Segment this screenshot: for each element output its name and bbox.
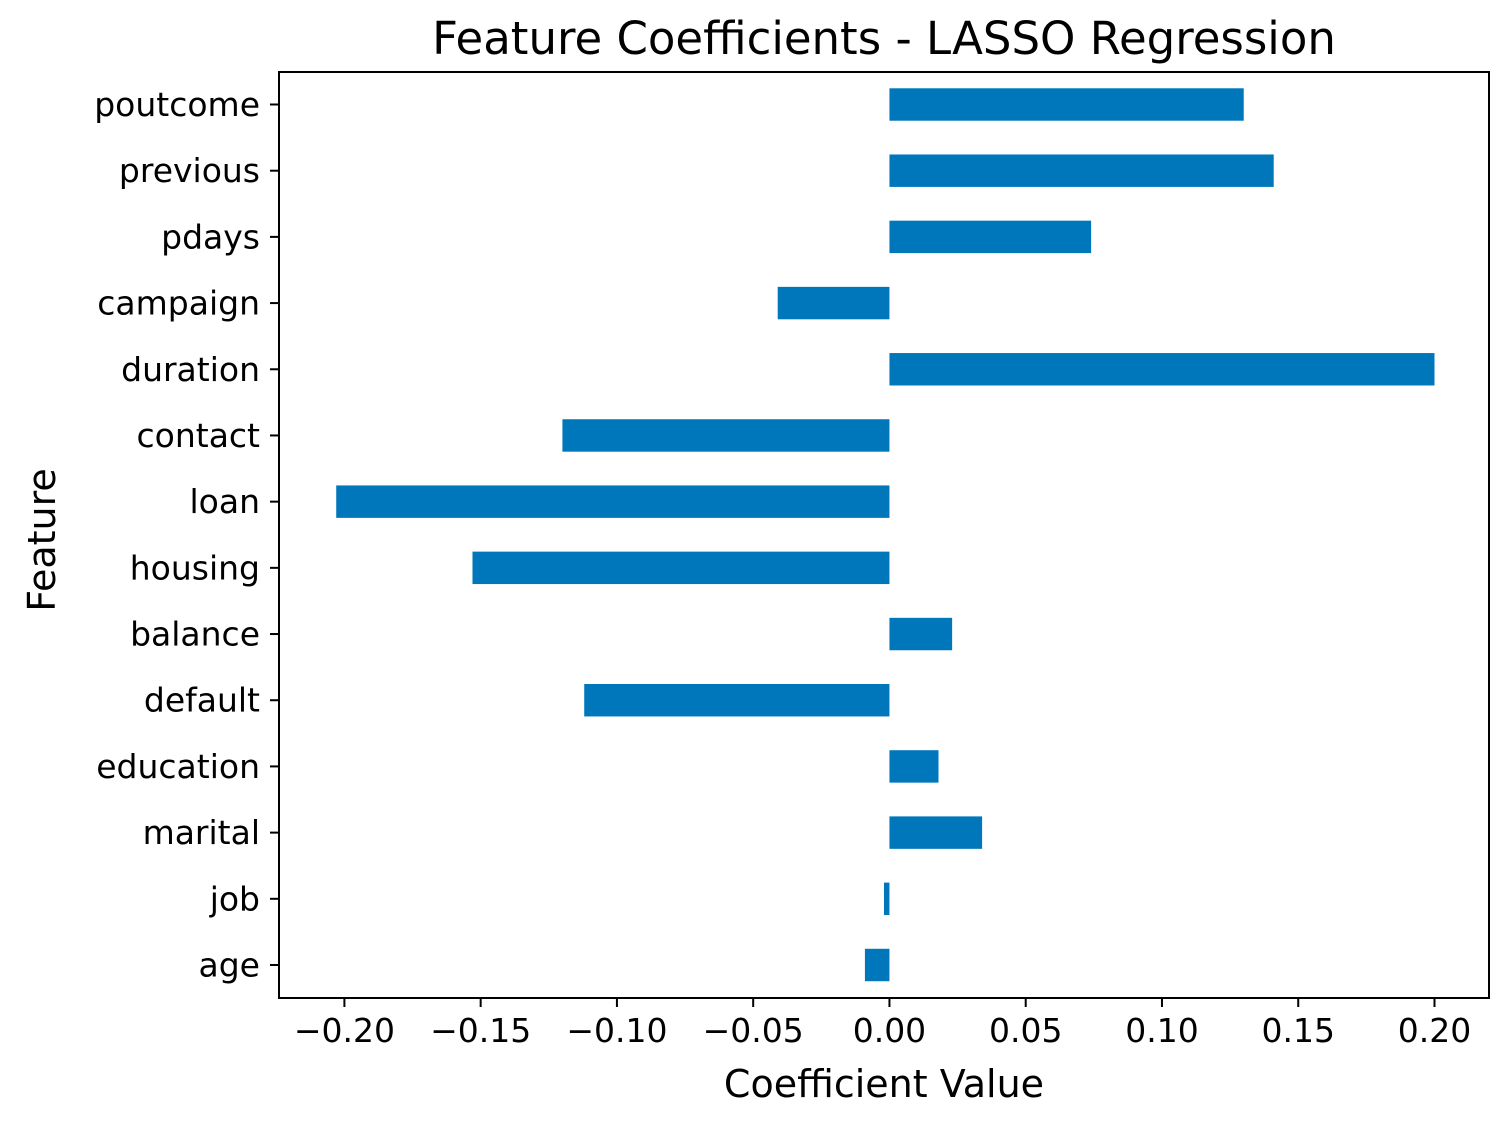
- bar-education: [889, 750, 939, 783]
- x-tick-label: 0.00: [853, 1011, 926, 1050]
- x-tick-label: 0.10: [1125, 1011, 1198, 1050]
- x-tick-label: −0.15: [430, 1011, 531, 1050]
- x-tick-label: 0.15: [1261, 1011, 1334, 1050]
- y-axis-label: Feature: [20, 468, 64, 612]
- y-tick-label-age: age: [199, 946, 260, 985]
- chart-title: Feature Coefficients - LASSO Regression: [432, 12, 1336, 65]
- bar-pdays: [889, 220, 1092, 254]
- y-tick-label-balance: balance: [130, 615, 260, 654]
- x-axis-label: Coefficient Value: [724, 1062, 1044, 1106]
- y-tick-label-default: default: [144, 681, 260, 720]
- y-tick-label-loan: loan: [190, 482, 261, 521]
- bar-duration: [889, 353, 1435, 386]
- x-tick-label: −0.05: [703, 1011, 804, 1050]
- y-tick-label-job: job: [209, 879, 260, 918]
- y-axis-ticks: age job marital education default balance hous…: [94, 85, 279, 985]
- x-tick-label: 0.05: [989, 1011, 1062, 1050]
- y-tick-label-housing: housing: [130, 548, 260, 587]
- bars: [336, 88, 1435, 982]
- bar-age: [864, 948, 890, 982]
- bar-marital: [889, 816, 983, 849]
- bar-housing: [472, 551, 890, 585]
- bar-job: [884, 882, 890, 916]
- x-tick-label: −0.10: [566, 1011, 667, 1050]
- bar-contact: [562, 419, 890, 452]
- y-tick-label-poutcome: poutcome: [94, 85, 260, 124]
- bar-default: [584, 684, 890, 717]
- x-axis-ticks: −0.20 −0.15 −0.10 −0.05 0.00 0.05 0.10 0.15 0.20: [294, 998, 1471, 1050]
- y-tick-label-education: education: [96, 747, 260, 786]
- y-tick-label-marital: marital: [143, 813, 260, 852]
- y-tick-label-campaign: campaign: [97, 284, 260, 323]
- bar-loan: [336, 485, 890, 518]
- x-tick-label: −0.20: [294, 1011, 395, 1050]
- bar-previous: [889, 154, 1274, 187]
- bar-campaign: [777, 286, 890, 320]
- plot-frame: [278, 71, 1490, 999]
- x-tick-label: 0.20: [1398, 1011, 1471, 1050]
- y-tick-label-contact: contact: [137, 416, 261, 455]
- y-tick-label-previous: previous: [119, 151, 260, 190]
- bar-poutcome: [889, 88, 1244, 121]
- bar-balance: [889, 617, 953, 651]
- y-tick-label-pdays: pdays: [161, 217, 260, 256]
- y-tick-label-duration: duration: [121, 350, 260, 389]
